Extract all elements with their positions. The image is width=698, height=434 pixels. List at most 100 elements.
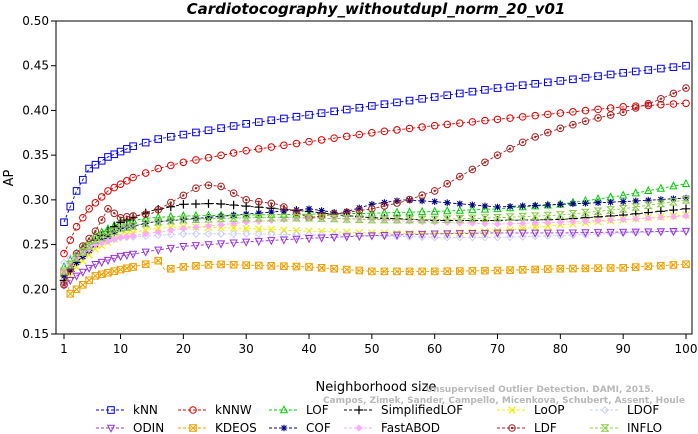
data-point [392, 231, 402, 240]
data-point [178, 215, 188, 224]
data-point [179, 263, 188, 271]
data-point [73, 259, 80, 266]
data-point [506, 203, 514, 210]
data-point [141, 219, 151, 228]
data-point [129, 263, 137, 271]
data-point [581, 106, 590, 115]
data-point [430, 206, 439, 215]
data-point [506, 114, 514, 122]
data-point [405, 215, 415, 224]
data-point [468, 165, 477, 174]
legend-label: SimplifiedLOF [381, 403, 463, 417]
data-point [493, 233, 502, 242]
data-point [632, 197, 640, 205]
data-point [104, 237, 112, 245]
data-point [657, 196, 665, 203]
data-point [110, 235, 118, 243]
data-point [254, 237, 263, 247]
data-point [342, 233, 351, 242]
data-point [242, 261, 251, 269]
data-point [557, 201, 564, 208]
data-point [355, 206, 364, 215]
data-point [280, 226, 288, 234]
series-knnw [60, 99, 690, 258]
data-point [380, 100, 389, 108]
data-point [229, 122, 238, 130]
x-axis-label: Neighborhood size [316, 380, 437, 395]
data-point [216, 240, 226, 249]
data-point [97, 157, 106, 165]
data-point [141, 138, 150, 147]
data-point [556, 264, 565, 273]
data-point [619, 215, 627, 224]
data-point [405, 96, 414, 105]
data-point [204, 260, 213, 269]
data-point [293, 206, 300, 214]
data-point [229, 214, 239, 222]
data-point [191, 215, 201, 223]
data-point [530, 212, 540, 220]
data-point [469, 201, 476, 209]
data-point [368, 201, 376, 208]
data-point [593, 207, 603, 216]
data-point [531, 229, 540, 238]
data-point [367, 215, 377, 224]
data-point [682, 194, 690, 202]
data-point [518, 202, 527, 211]
data-point [455, 215, 465, 223]
data-point [267, 143, 276, 151]
y-tick-label: 0.25 [22, 238, 49, 252]
data-point [280, 207, 288, 215]
data-point [368, 205, 376, 213]
data-point [229, 219, 238, 228]
data-point [569, 120, 577, 129]
data-point [632, 215, 640, 223]
data-point [154, 205, 163, 214]
data-point [305, 263, 313, 271]
data-point [594, 216, 602, 225]
legend-item-fastabod: FastABOD [344, 421, 440, 434]
data-point [216, 199, 226, 209]
y-tick-label: 0.35 [22, 148, 49, 162]
data-point [98, 239, 106, 247]
data-point [242, 120, 251, 128]
data-point [669, 228, 678, 237]
data-point [493, 151, 502, 159]
legend-item-inflo: INFLO [590, 421, 662, 434]
series-kdeos [60, 256, 690, 298]
data-point [418, 267, 426, 276]
legend-item-simplifiedlof: SimplifiedLOF [344, 403, 463, 417]
data-point [305, 111, 313, 119]
data-point [569, 75, 577, 84]
data-point [644, 214, 652, 222]
data-point [179, 200, 188, 209]
x-tick-label: 10 [113, 342, 128, 356]
data-point [91, 160, 100, 169]
data-point [531, 219, 539, 227]
data-point [643, 201, 653, 210]
data-point [179, 243, 188, 252]
data-point [217, 260, 225, 269]
data-point [153, 217, 163, 226]
data-point [531, 202, 539, 209]
data-point [430, 230, 439, 239]
data-point [380, 127, 389, 136]
data-point [631, 203, 641, 211]
data-point [110, 150, 119, 159]
data-point [631, 67, 640, 76]
data-point [78, 268, 87, 277]
data-point [405, 232, 414, 241]
data-point [304, 213, 314, 222]
data-point [606, 206, 616, 214]
y-tick-label: 0.45 [22, 59, 49, 73]
data-point [392, 207, 402, 216]
data-point [455, 230, 464, 239]
data-point [668, 197, 678, 206]
data-point [189, 424, 197, 432]
data-point [518, 232, 527, 241]
data-point [506, 266, 514, 274]
data-point [581, 117, 590, 125]
data-point [110, 209, 119, 218]
data-point [506, 219, 514, 228]
data-point [443, 230, 452, 239]
